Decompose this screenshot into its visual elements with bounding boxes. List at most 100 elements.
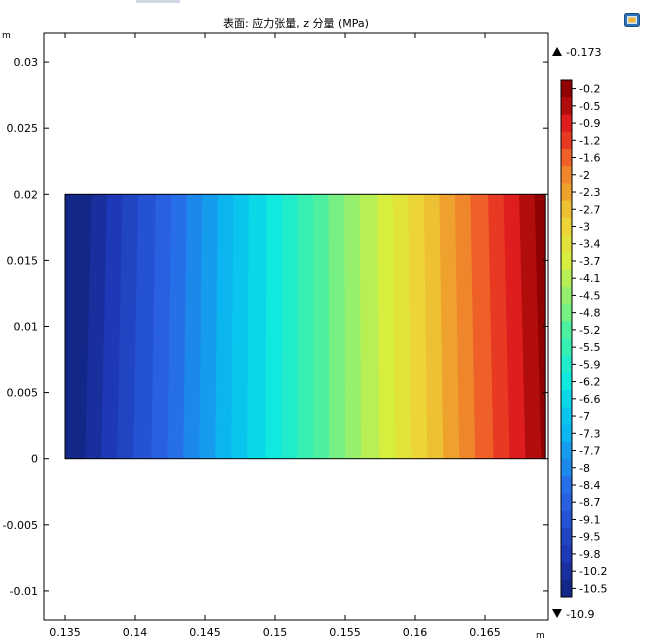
y-tick-label: 0.005: [7, 387, 39, 400]
colorbar-swatch: [561, 148, 572, 167]
colorbar-swatch: [561, 441, 572, 460]
max-arrow-icon: [552, 47, 562, 56]
colorbar-label: -6.2: [579, 376, 600, 389]
colorbar-swatch: [561, 114, 572, 133]
colorbar-label: -3.7: [579, 255, 600, 268]
x-tick-label: 0.145: [189, 626, 221, 639]
colorbar: -0.2 -0.5 -0.9 -1.2 -1.6 -2 -2.3 -2.7 -3 -3.4 -3.7…: [552, 46, 607, 621]
colorbar-label: -5.9: [579, 358, 600, 371]
y-tick-label: 0.015: [7, 254, 39, 267]
window-tab[interactable]: [136, 0, 180, 3]
colorbar-label: -9.1: [579, 513, 600, 526]
colorbar-label: -0.9: [579, 117, 600, 130]
colorbar-label: -4.5: [579, 289, 600, 302]
y-tick-label: 0.02: [14, 188, 39, 201]
x-tick-label: 0.165: [469, 626, 501, 639]
min-arrow-icon: [552, 609, 562, 618]
colorbar-label: -5.5: [579, 341, 600, 354]
colorbar-swatch: [561, 390, 572, 408]
contour-band: [377, 194, 397, 459]
stress-field: [65, 194, 546, 459]
y-unit-label: m: [2, 31, 11, 41]
colorbar-swatch: [561, 166, 572, 184]
colorbar-swatch: [561, 217, 572, 236]
colorbar-max-label: -0.173: [566, 46, 601, 59]
colorbar-swatch: [561, 424, 572, 443]
colorbar-swatch: [561, 407, 572, 426]
y-tick-label: 0: [31, 453, 38, 466]
x-tick-label: 0.14: [123, 626, 148, 639]
colorbar-label: -8.7: [579, 496, 600, 509]
plot-area: 0.135 0.14 0.145 0.15 0.155 0.16 0.165 0.03 0.02…: [2, 31, 549, 640]
colorbar-label: -8: [579, 462, 590, 475]
contour-band: [359, 194, 381, 459]
colorbar-swatch: [561, 321, 572, 339]
contour-band: [281, 194, 299, 459]
window-top-strip: [0, 0, 647, 10]
colorbar-label: -1.6: [579, 152, 600, 165]
colorbar-label: -4.8: [579, 307, 600, 320]
contour-band: [247, 194, 268, 459]
colorbar-swatch: [561, 304, 572, 322]
colorbar-label: -10.2: [579, 565, 607, 578]
colorbar-min-label: -10.9: [566, 608, 594, 621]
contour-band: [199, 194, 219, 459]
colorbar-swatch: [561, 579, 572, 598]
colorbar-swatch: [561, 252, 572, 270]
colorbar-swatch: [561, 286, 572, 305]
x-tick-label: 0.135: [49, 626, 81, 639]
colorbar-label: -8.4: [579, 479, 600, 492]
colorbar-label: -10.5: [579, 582, 607, 595]
contour-band: [265, 194, 283, 459]
colorbar-label: -4.1: [579, 272, 600, 285]
colorbar-label: -3: [579, 220, 590, 233]
colorbar-label: -9.8: [579, 548, 600, 561]
y-tick-label: 0.03: [14, 56, 39, 69]
colorbar-swatch: [561, 235, 572, 253]
colorbar-swatch: [561, 338, 572, 357]
contour-band: [534, 194, 546, 459]
contour-band: [215, 194, 234, 459]
x-tick-label: 0.16: [403, 626, 428, 639]
colorbar-label: -6.6: [579, 393, 600, 406]
contour-band: [297, 194, 314, 459]
colorbar-swatch: [561, 528, 572, 546]
colorbar-label: -1.2: [579, 134, 600, 147]
colorbar-label: -2: [579, 169, 590, 182]
x-tick-label: 0.155: [329, 626, 361, 639]
y-tick-label: -0.005: [3, 519, 38, 532]
colorbar-label: -7.3: [579, 427, 600, 440]
colorbar-swatch: [561, 200, 572, 219]
y-tick-label: -0.01: [10, 585, 38, 598]
colorbar-label: -7: [579, 410, 590, 423]
contour-band: [344, 194, 362, 459]
plot-title: 表面: 应力张量, z 分量 (MPa): [223, 17, 369, 30]
colorbar-swatch: [561, 269, 572, 288]
x-unit-label: m: [536, 631, 545, 640]
colorbar-swatch: [561, 493, 572, 512]
contour-band: [328, 194, 346, 459]
x-tick-label: 0.15: [263, 626, 288, 639]
colorbar-label: -3.4: [579, 238, 600, 251]
colorbar-swatch: [561, 476, 572, 494]
colorbar-label: -7.7: [579, 445, 600, 458]
colorbar-swatch: [561, 372, 572, 391]
contour-band: [313, 194, 330, 459]
colorbar-swatch: [561, 562, 572, 581]
colorbar-swatch: [561, 510, 572, 529]
colorbar-swatch: [561, 131, 572, 150]
colorbar-swatch: [561, 459, 572, 477]
colorbar-label: -5.2: [579, 324, 600, 337]
colorbar-swatch: [561, 545, 572, 563]
zoom-extents-icon[interactable]: [624, 13, 640, 27]
colorbar-label: -2.3: [579, 186, 600, 199]
colorbar-swatch: [561, 97, 572, 115]
colorbar-swatch: [561, 80, 572, 98]
colorbar-swatch: [561, 183, 572, 202]
y-tick-label: 0.01: [14, 321, 39, 334]
colorbar-label: -0.5: [579, 100, 600, 113]
contour-band: [231, 194, 250, 459]
colorbar-label: -9.5: [579, 531, 600, 544]
y-tick-label: 0.025: [7, 122, 39, 135]
